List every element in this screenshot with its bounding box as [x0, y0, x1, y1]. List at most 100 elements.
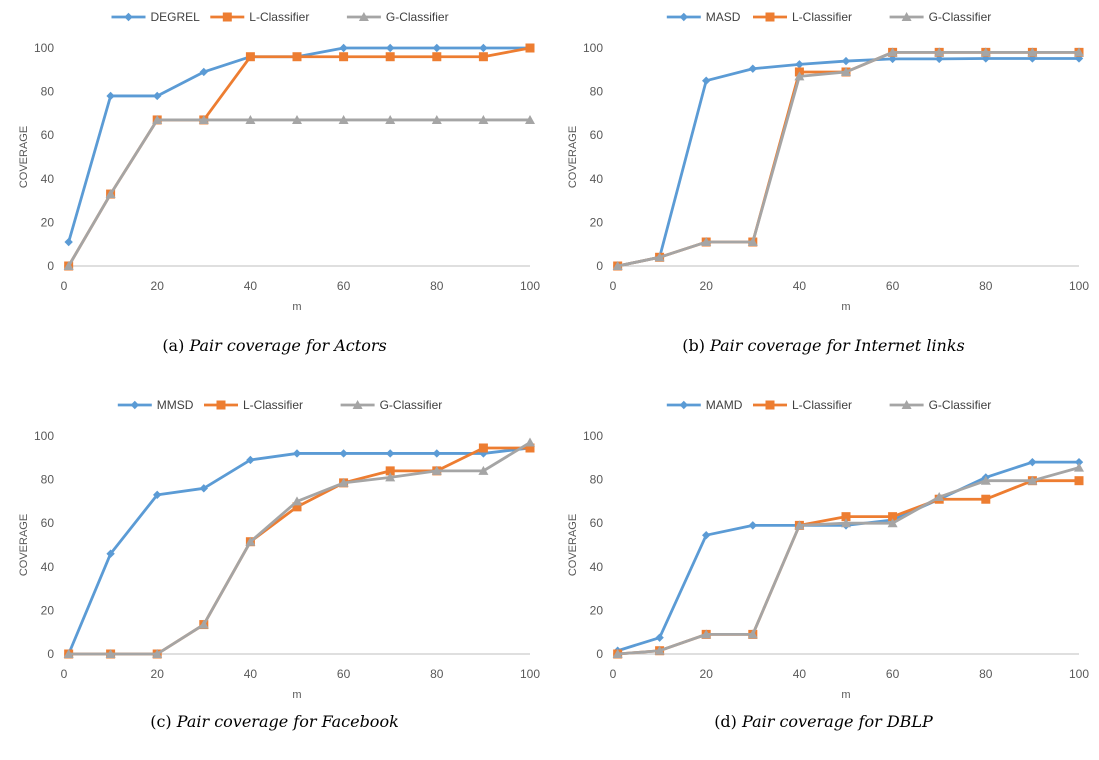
data-point — [432, 43, 441, 53]
caption-text: Pair coverage for DBLP — [742, 712, 933, 731]
y-tick-label: 80 — [41, 85, 55, 99]
chart-panel-2: 0 20 40 60 80 100 0 20 40 60 80 100 m COVERAGE MASD L-C… — [567, 10, 1089, 313]
data-point — [702, 530, 711, 540]
x-tick-label: 20 — [700, 279, 714, 293]
legend-swatch-marker — [222, 12, 232, 22]
data-point — [385, 114, 396, 124]
data-point — [245, 536, 256, 546]
legend-swatch-marker — [679, 12, 688, 22]
data-point — [431, 465, 442, 475]
legend-label: MMSD — [157, 398, 194, 412]
data-point — [338, 114, 349, 124]
series-1 — [64, 43, 535, 247]
data-point — [525, 443, 535, 453]
data-point — [105, 189, 116, 199]
legend-swatch-marker — [901, 12, 912, 21]
x-tick-label: 40 — [244, 279, 258, 293]
y-tick-label: 100 — [583, 429, 603, 443]
x-axis-title: m — [292, 301, 301, 313]
y-axis-title: COVERAGE — [567, 126, 579, 188]
y-tick-label: 80 — [590, 473, 604, 487]
series-line — [67, 446, 531, 655]
data-point — [980, 47, 991, 57]
data-point — [1027, 47, 1038, 57]
y-tick-label: 100 — [34, 41, 54, 55]
series-line — [67, 46, 530, 243]
series-line — [67, 118, 530, 267]
data-point — [841, 518, 851, 528]
legend-swatch-marker — [216, 400, 226, 410]
x-tick-label: 80 — [430, 279, 444, 293]
y-tick-label: 60 — [590, 516, 604, 530]
data-point — [478, 443, 488, 453]
legend-label: L-Classifier — [792, 10, 852, 24]
data-point — [747, 237, 758, 247]
x-tick-label: 80 — [979, 667, 993, 681]
caption-text: Pair coverage for Actors — [189, 336, 387, 355]
series-2 — [64, 443, 535, 659]
legend-item: DEGREL — [111, 10, 201, 24]
caption-label: (a) — [162, 336, 185, 355]
legend-swatch-marker — [765, 400, 775, 410]
data-point — [199, 67, 208, 77]
legend-label: MASD — [706, 10, 741, 24]
data-point — [106, 91, 115, 101]
legend: MMSD L-Classifier G-Classifier — [117, 398, 442, 412]
y-tick-label: 40 — [41, 172, 55, 186]
series-line — [617, 57, 1079, 268]
data-point — [1074, 457, 1084, 467]
x-tick-label: 20 — [151, 667, 165, 681]
legend-item: G-Classifier — [340, 398, 442, 412]
x-tick-label: 20 — [151, 279, 165, 293]
data-point — [702, 76, 711, 85]
data-point — [841, 512, 851, 522]
caption-label: (c) — [150, 712, 172, 731]
data-point — [292, 52, 302, 62]
legend-swatch-marker — [352, 400, 363, 409]
y-tick-label: 20 — [590, 215, 604, 229]
data-point — [525, 437, 535, 447]
legend-label: L-Classifier — [792, 398, 852, 412]
x-axis-title: m — [841, 689, 850, 701]
legend-item: MAMD — [666, 398, 743, 412]
y-tick-label: 100 — [583, 41, 603, 55]
legend-item: G-Classifier — [346, 10, 449, 24]
data-point — [701, 629, 712, 639]
data-point — [748, 521, 757, 530]
data-point — [794, 71, 805, 81]
y-axis-title: COVERAGE — [567, 514, 579, 576]
legend-label: DEGREL — [151, 10, 201, 24]
y-tick-label: 0 — [596, 647, 603, 661]
caption-text: Pair coverage for Facebook — [176, 712, 399, 731]
data-point — [981, 54, 990, 63]
data-point — [612, 261, 623, 270]
y-tick-label: 100 — [34, 429, 54, 443]
legend: MASD L-Classifier G-Classifier — [666, 10, 991, 24]
x-tick-label: 100 — [1069, 667, 1089, 681]
y-tick-label: 40 — [590, 560, 604, 574]
legend-item: L-Classifier — [753, 398, 852, 412]
data-point — [980, 475, 991, 485]
y-tick-label: 0 — [47, 259, 54, 273]
figure-caption: (c) Pair coverage for Facebook — [0, 712, 549, 731]
data-point — [478, 114, 489, 124]
y-axis-title: COVERAGE — [18, 514, 30, 576]
data-point — [386, 449, 395, 458]
legend-swatch-marker — [901, 400, 912, 409]
y-tick-label: 40 — [590, 172, 604, 186]
data-point — [479, 43, 488, 53]
data-point — [525, 114, 535, 124]
legend-item: L-Classifier — [210, 10, 309, 24]
x-tick-label: 60 — [337, 667, 351, 681]
y-axis-title: COVERAGE — [18, 126, 30, 188]
series-1 — [64, 443, 535, 659]
data-point — [245, 52, 255, 62]
x-tick-label: 40 — [793, 667, 807, 681]
y-tick-label: 80 — [590, 85, 604, 99]
data-point — [153, 490, 162, 500]
y-tick-label: 40 — [41, 560, 55, 574]
data-point — [64, 237, 73, 247]
legend-item: MMSD — [117, 398, 194, 412]
series-line — [68, 441, 531, 656]
y-tick-label: 80 — [41, 473, 55, 487]
